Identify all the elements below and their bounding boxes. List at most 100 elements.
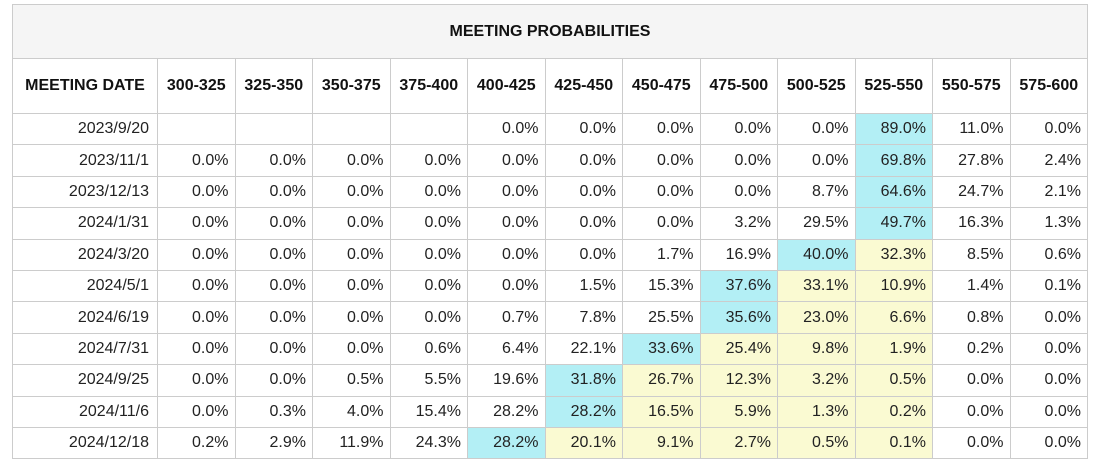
probability-cell: 0.0% <box>467 207 546 240</box>
column-header-range: 475-500 <box>699 58 778 114</box>
probability-cell: 0.0% <box>234 364 313 397</box>
probability-cell: 25.4% <box>699 332 778 366</box>
probability-cell <box>312 112 391 146</box>
probability-cell: 0.0% <box>157 332 236 366</box>
probability-cell: 0.0% <box>1009 395 1089 428</box>
probability-cell <box>157 112 236 146</box>
probability-cell: 5.5% <box>389 364 468 397</box>
probability-cell: 0.0% <box>544 144 623 177</box>
probability-cell: 0.0% <box>467 238 546 271</box>
probability-cell: 0.0% <box>234 238 313 271</box>
probability-cell: 5.9% <box>699 395 778 428</box>
probability-cell: 0.0% <box>622 144 701 177</box>
probability-cell: 0.0% <box>467 112 546 146</box>
probability-cell: 64.6% <box>854 175 933 209</box>
table-row: 2024/6/19 0.0% 0.0% 0.0% 0.0% 0.7% 7.8% 25.5% 35… <box>12 301 1089 334</box>
probability-cell: 0.0% <box>157 395 236 428</box>
probability-cell: 0.6% <box>389 332 468 366</box>
table-row: 2023/11/1 0.0% 0.0% 0.0% 0.0% 0.0% 0.0% 0.0% 0.0… <box>12 144 1089 177</box>
probability-cell: 0.0% <box>157 364 236 397</box>
meeting-date-cell: 2023/9/20 <box>12 112 158 146</box>
probability-cell: 69.8% <box>854 144 933 177</box>
probability-cell: 20.1% <box>544 426 623 460</box>
probability-cell: 0.5% <box>854 364 933 397</box>
table-title: MEETING PROBABILITIES <box>11 4 1089 59</box>
probability-cell: 11.9% <box>312 426 391 460</box>
probability-cell: 0.7% <box>467 301 546 334</box>
table-row: 2024/1/31 0.0% 0.0% 0.0% 0.0% 0.0% 0.0% 0.0% 3.2… <box>12 207 1089 240</box>
probability-cell: 0.0% <box>157 269 236 303</box>
probability-cell: 0.0% <box>699 175 778 209</box>
column-header-range: 375-400 <box>389 58 468 114</box>
probability-cell: 1.3% <box>777 395 856 428</box>
probability-cell: 31.8% <box>544 364 623 397</box>
probability-cell: 23.0% <box>777 301 856 334</box>
probability-cell: 0.0% <box>1009 112 1089 146</box>
probability-cell: 0.0% <box>544 112 623 146</box>
probability-cell: 8.7% <box>777 175 856 209</box>
probability-cell: 25.5% <box>622 301 701 334</box>
probability-cell: 1.7% <box>622 238 701 271</box>
column-header-range: 450-475 <box>622 58 701 114</box>
probability-cell: 89.0% <box>854 112 933 146</box>
probability-cell: 3.2% <box>777 364 856 397</box>
probability-cell: 37.6% <box>699 269 778 303</box>
probability-cell: 33.1% <box>777 269 856 303</box>
probability-cell: 2.1% <box>1009 175 1089 209</box>
column-header-range: 575-600 <box>1009 58 1089 114</box>
column-header-range: 350-375 <box>312 58 391 114</box>
column-header-range: 500-525 <box>777 58 856 114</box>
probability-cell: 4.0% <box>312 395 391 428</box>
probability-cell: 2.7% <box>699 426 778 460</box>
probability-cell: 19.6% <box>467 364 546 397</box>
probability-cell: 11.0% <box>932 112 1011 146</box>
table-row: 2023/9/20 0.0% 0.0% 0.0% 0.0% 0.0% 89.0% 11.0% 0… <box>12 112 1089 146</box>
probability-cell: 16.3% <box>932 207 1011 240</box>
probability-cell: 0.2% <box>157 426 236 460</box>
probability-cell: 6.6% <box>854 301 933 334</box>
probability-cell <box>389 112 468 146</box>
column-header-range: 525-550 <box>854 58 933 114</box>
probability-cell: 0.0% <box>622 112 701 146</box>
probability-cell: 9.8% <box>777 332 856 366</box>
probability-cell: 0.0% <box>312 238 391 271</box>
probability-cell: 0.0% <box>157 175 236 209</box>
probability-cell: 0.2% <box>932 332 1011 366</box>
probability-cell: 0.0% <box>622 207 701 240</box>
probability-cell: 33.6% <box>622 332 701 366</box>
probability-cell: 0.0% <box>1009 301 1089 334</box>
probability-cell: 0.0% <box>157 144 236 177</box>
table-row: 2024/5/1 0.0% 0.0% 0.0% 0.0% 0.0% 1.5% 15.3% 37.… <box>12 269 1089 303</box>
probability-cell: 0.5% <box>777 426 856 460</box>
probability-cell: 7.8% <box>544 301 623 334</box>
probability-cell: 0.0% <box>932 426 1011 460</box>
meeting-date-cell: 2023/11/1 <box>12 144 158 177</box>
probability-cell: 2.4% <box>1009 144 1089 177</box>
column-header-range: 300-325 <box>157 58 236 114</box>
probability-cell: 0.0% <box>544 175 623 209</box>
probability-cell: 29.5% <box>777 207 856 240</box>
probability-cell: 1.9% <box>854 332 933 366</box>
probability-cell: 0.0% <box>312 144 391 177</box>
probability-cell: 26.7% <box>622 364 701 397</box>
probability-cell: 0.0% <box>544 238 623 271</box>
probability-cell: 0.0% <box>234 332 313 366</box>
probability-cell: 0.0% <box>234 269 313 303</box>
probability-cell: 24.7% <box>932 175 1011 209</box>
probability-cell: 0.0% <box>777 144 856 177</box>
probability-cell: 0.0% <box>312 207 391 240</box>
table-row: 2024/11/6 0.0% 0.3% 4.0% 15.4% 28.2% 28.2% 16.5… <box>12 395 1089 428</box>
meeting-date-cell: 2024/3/20 <box>12 238 158 271</box>
meeting-date-cell: 2024/6/19 <box>12 301 158 334</box>
probability-cell: 0.0% <box>467 269 546 303</box>
meeting-date-cell: 2024/12/18 <box>12 426 158 460</box>
probability-cell: 0.0% <box>467 175 546 209</box>
probability-cell: 0.0% <box>157 207 236 240</box>
probability-cell: 0.2% <box>854 395 933 428</box>
probability-cell: 0.0% <box>389 144 468 177</box>
probability-cell: 15.4% <box>389 395 468 428</box>
probability-cell: 27.8% <box>932 144 1011 177</box>
probability-cell: 40.0% <box>777 238 856 271</box>
probability-cell: 0.0% <box>699 112 778 146</box>
probability-cell: 0.0% <box>1009 364 1089 397</box>
